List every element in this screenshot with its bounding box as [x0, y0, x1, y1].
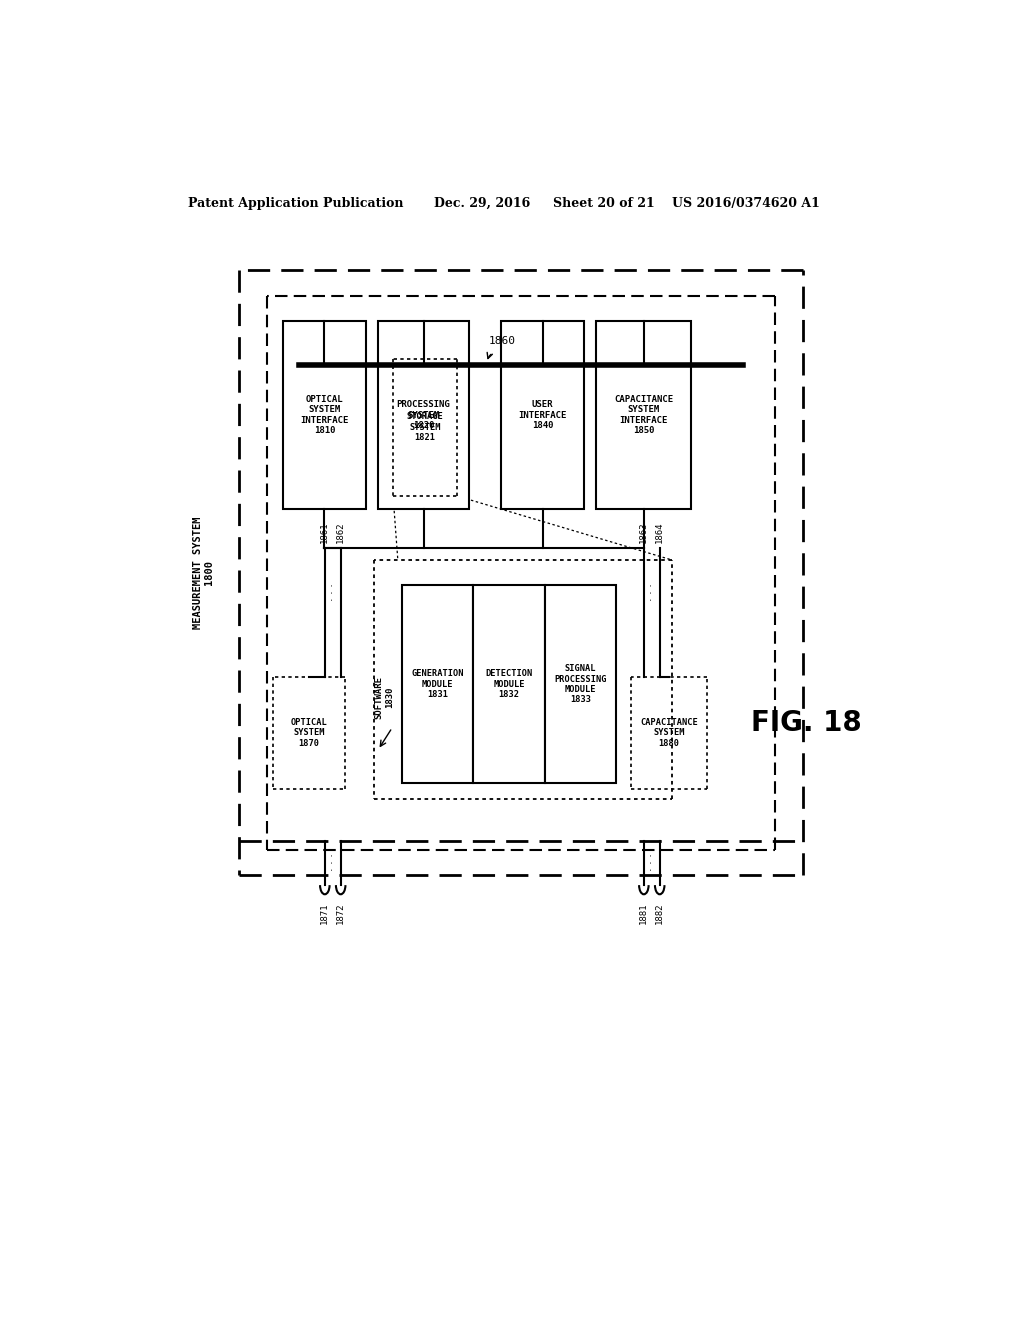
Text: · · ·: · · · [647, 583, 656, 601]
Text: Patent Application Publication: Patent Application Publication [187, 197, 403, 210]
Text: USER
INTERFACE
1840: USER INTERFACE 1840 [518, 400, 567, 430]
Text: · · ·: · · · [328, 583, 338, 601]
Text: · · ·: · · · [647, 853, 656, 871]
Text: 1863: 1863 [639, 521, 648, 543]
Text: 1861: 1861 [321, 521, 330, 543]
Text: 1864: 1864 [655, 521, 665, 543]
Bar [596, 321, 691, 510]
Text: 1862: 1862 [336, 521, 345, 543]
Text: DETECTION
MODULE
1832: DETECTION MODULE 1832 [485, 669, 532, 700]
Bar [283, 321, 367, 510]
Text: 1871: 1871 [321, 903, 330, 924]
Text: MEASUREMENT SYSTEM
1800: MEASUREMENT SYSTEM 1800 [193, 516, 214, 628]
Text: SIGNAL
PROCESSING
MODULE
1833: SIGNAL PROCESSING MODULE 1833 [554, 664, 606, 705]
Text: SOFTWARE
1830: SOFTWARE 1830 [375, 676, 394, 718]
Bar [473, 585, 545, 784]
Text: · · ·: · · · [328, 853, 338, 871]
Text: 1860: 1860 [489, 337, 516, 346]
Bar [401, 585, 473, 784]
Text: Dec. 29, 2016: Dec. 29, 2016 [433, 197, 529, 210]
Text: OPTICAL
SYSTEM
1870: OPTICAL SYSTEM 1870 [291, 718, 328, 747]
Text: Sheet 20 of 21: Sheet 20 of 21 [553, 197, 654, 210]
Text: FIG. 18: FIG. 18 [752, 709, 862, 737]
Text: 1872: 1872 [336, 903, 345, 924]
Bar [378, 321, 469, 510]
Text: PROCESSING
SYSTEM
1820: PROCESSING SYSTEM 1820 [396, 400, 451, 430]
Text: 1882: 1882 [655, 903, 665, 924]
Text: STORAGE
SYSTEM
1821: STORAGE SYSTEM 1821 [407, 412, 443, 442]
Bar [545, 585, 616, 784]
Bar [501, 321, 585, 510]
Text: GENERATION
MODULE
1831: GENERATION MODULE 1831 [412, 669, 464, 700]
Text: CAPACITANCE
SYSTEM
1880: CAPACITANCE SYSTEM 1880 [640, 718, 697, 747]
Text: US 2016/0374620 A1: US 2016/0374620 A1 [672, 197, 819, 210]
Text: CAPACITANCE
SYSTEM
INTERFACE
1850: CAPACITANCE SYSTEM INTERFACE 1850 [614, 395, 674, 436]
Text: OPTICAL
SYSTEM
INTERFACE
1810: OPTICAL SYSTEM INTERFACE 1810 [300, 395, 348, 436]
Text: 1881: 1881 [639, 903, 648, 924]
